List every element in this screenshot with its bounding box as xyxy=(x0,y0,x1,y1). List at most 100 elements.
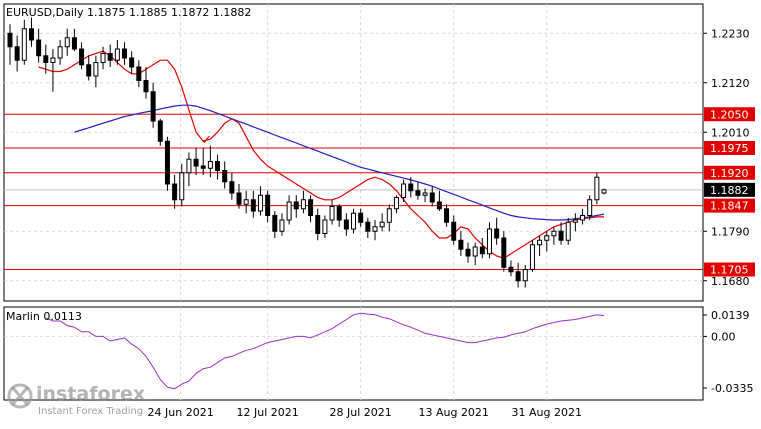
candle-body xyxy=(322,219,328,234)
candle-body xyxy=(529,244,535,270)
candle-body xyxy=(86,64,92,77)
candle-body xyxy=(57,46,63,59)
candle-body xyxy=(300,199,306,210)
x-tick-label: 31 Aug 2021 xyxy=(512,406,582,419)
level-label: 1.2050 xyxy=(710,108,749,121)
candle-body xyxy=(572,219,578,223)
logo-brand: instaforex xyxy=(36,383,145,405)
level-label: 1.1847 xyxy=(710,200,749,213)
candle-body xyxy=(551,230,557,237)
candle-body xyxy=(43,55,49,63)
candle-body xyxy=(122,48,128,59)
main-pane-frame xyxy=(3,3,704,302)
candle-body xyxy=(193,158,199,167)
candle-body xyxy=(215,161,221,171)
candle-body xyxy=(28,28,34,41)
y-tick-label: 1.1790 xyxy=(711,225,750,238)
candle-body xyxy=(465,248,471,257)
candle-body xyxy=(422,192,428,196)
candle-body xyxy=(21,28,27,61)
candle-body xyxy=(494,228,500,239)
candle-body xyxy=(358,212,364,223)
candle-body xyxy=(222,170,228,183)
level-label-bg xyxy=(704,262,755,277)
candle-body xyxy=(436,201,442,210)
x-tick-label: 12 Jul 2021 xyxy=(237,406,299,419)
x-tick-label: 28 Jul 2021 xyxy=(330,406,392,419)
candle-body xyxy=(315,215,321,234)
logo-tagline: Instant Forex Trading xyxy=(38,406,143,417)
candle-body xyxy=(207,161,213,169)
marlin-indicator-line xyxy=(45,312,605,390)
candle-body xyxy=(229,181,235,194)
candle-body xyxy=(501,237,507,268)
candle-body xyxy=(565,221,571,241)
candle-body xyxy=(472,246,478,257)
candle-body xyxy=(601,189,607,194)
candle-body xyxy=(415,190,421,196)
candle-body xyxy=(129,57,135,68)
candle-body xyxy=(408,183,414,192)
indicator-title: Marlin 0.0113 xyxy=(6,310,82,323)
candle-body xyxy=(279,219,285,232)
candle-body xyxy=(150,91,156,122)
logo-mark-icon xyxy=(7,383,33,409)
candle-body xyxy=(200,165,206,169)
candle-body xyxy=(100,53,106,63)
candle-body xyxy=(386,208,392,223)
chart-title: EURUSD,Daily 1.1875 1.1885 1.1872 1.1882 xyxy=(6,6,251,19)
candle-body xyxy=(114,48,120,61)
candle-body xyxy=(522,269,528,282)
candle-body xyxy=(587,199,593,216)
candle-body xyxy=(286,201,292,221)
candle-body xyxy=(236,192,242,205)
level-label-bg xyxy=(704,141,755,155)
level-label-bg xyxy=(704,165,755,180)
candle-body xyxy=(379,221,385,228)
candle-body xyxy=(580,215,586,221)
current-price-label: 1.1882 xyxy=(710,184,749,197)
candle-body xyxy=(429,192,435,203)
current-price-label-bg xyxy=(704,182,755,197)
candle-body xyxy=(293,201,299,210)
candle-body xyxy=(537,239,543,246)
candle-body xyxy=(36,39,42,57)
candle-body xyxy=(336,206,342,221)
candle-body xyxy=(257,194,263,212)
candle-body xyxy=(7,32,13,48)
candle-body xyxy=(451,221,457,241)
instaforex-logo: instaforex Instant Forex Trading xyxy=(2,378,162,418)
indicator-pane-frame xyxy=(3,306,704,401)
red-moving-average-line xyxy=(38,50,604,259)
y-tick-label: 1.2120 xyxy=(711,77,750,90)
candle-body xyxy=(79,48,85,66)
candle-body xyxy=(250,199,256,212)
y-tick-label: 1.2010 xyxy=(711,126,750,139)
candle-body xyxy=(479,246,485,255)
candle-body xyxy=(157,120,163,142)
candle-body xyxy=(64,37,70,48)
candle-body xyxy=(136,66,142,81)
indicator-y-tick-label: 0.00 xyxy=(711,330,736,343)
candle-body xyxy=(179,172,185,201)
blue-moving-average-line xyxy=(74,104,605,221)
x-tick-label: 24 Jun 2021 xyxy=(148,406,214,419)
candle-body xyxy=(515,271,521,282)
candle-body xyxy=(172,183,178,201)
candle-body xyxy=(372,226,378,232)
level-label: 1.1975 xyxy=(710,142,749,155)
candle-body xyxy=(365,221,371,232)
level-label: 1.1920 xyxy=(710,167,749,180)
candle-body xyxy=(401,183,407,198)
candle-body xyxy=(444,208,450,223)
candle-body xyxy=(594,176,600,201)
candle-body xyxy=(143,80,149,93)
x-tick-label: 13 Aug 2021 xyxy=(418,406,488,419)
level-label-bg xyxy=(704,107,755,122)
candle-body xyxy=(558,230,564,241)
candle-body xyxy=(343,219,349,230)
y-tick-label: 1.1680 xyxy=(711,275,750,288)
candle-body xyxy=(50,57,56,63)
candle-body xyxy=(351,212,357,230)
